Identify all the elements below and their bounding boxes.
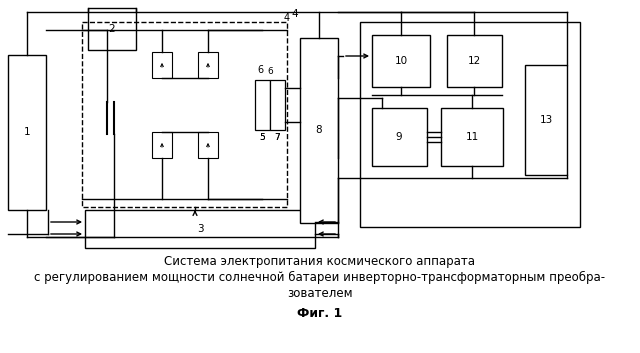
Text: 7: 7 bbox=[274, 133, 280, 143]
Text: 6: 6 bbox=[267, 67, 273, 77]
Text: 10: 10 bbox=[394, 56, 408, 66]
Bar bbox=[85, 210, 315, 248]
Bar bbox=[152, 52, 172, 78]
Text: 9: 9 bbox=[396, 132, 403, 142]
Text: 4: 4 bbox=[284, 13, 290, 23]
Bar bbox=[88, 8, 136, 50]
Bar bbox=[152, 132, 172, 158]
Text: зователем: зователем bbox=[287, 287, 353, 300]
Text: 6: 6 bbox=[257, 65, 263, 75]
Bar bbox=[447, 35, 502, 87]
Bar bbox=[8, 55, 46, 210]
Text: с регулированием мощности солнечной батареи инверторно-трансформаторным преобра-: с регулированием мощности солнечной бата… bbox=[35, 271, 605, 284]
Text: 4: 4 bbox=[291, 9, 298, 19]
Text: 11: 11 bbox=[465, 132, 479, 142]
Bar bbox=[255, 80, 270, 130]
Text: 2: 2 bbox=[109, 24, 115, 34]
Bar bbox=[372, 108, 427, 166]
Bar bbox=[441, 108, 503, 166]
Bar bbox=[525, 65, 567, 175]
Bar bbox=[198, 132, 218, 158]
Text: 3: 3 bbox=[196, 224, 204, 234]
Text: 8: 8 bbox=[316, 125, 323, 135]
Text: 7: 7 bbox=[274, 132, 280, 142]
Text: Система электропитания космического аппарата: Система электропитания космического аппа… bbox=[164, 255, 476, 268]
Bar bbox=[82, 22, 287, 207]
Text: 5: 5 bbox=[259, 133, 265, 143]
Text: 1: 1 bbox=[24, 127, 30, 137]
Bar bbox=[372, 35, 430, 87]
Text: 13: 13 bbox=[540, 115, 552, 125]
Bar bbox=[300, 38, 338, 223]
Bar bbox=[270, 80, 285, 130]
Bar bbox=[360, 22, 580, 227]
Text: 5: 5 bbox=[259, 132, 265, 142]
Text: Фиг. 1: Фиг. 1 bbox=[298, 307, 342, 320]
Text: 12: 12 bbox=[467, 56, 481, 66]
Bar bbox=[198, 52, 218, 78]
